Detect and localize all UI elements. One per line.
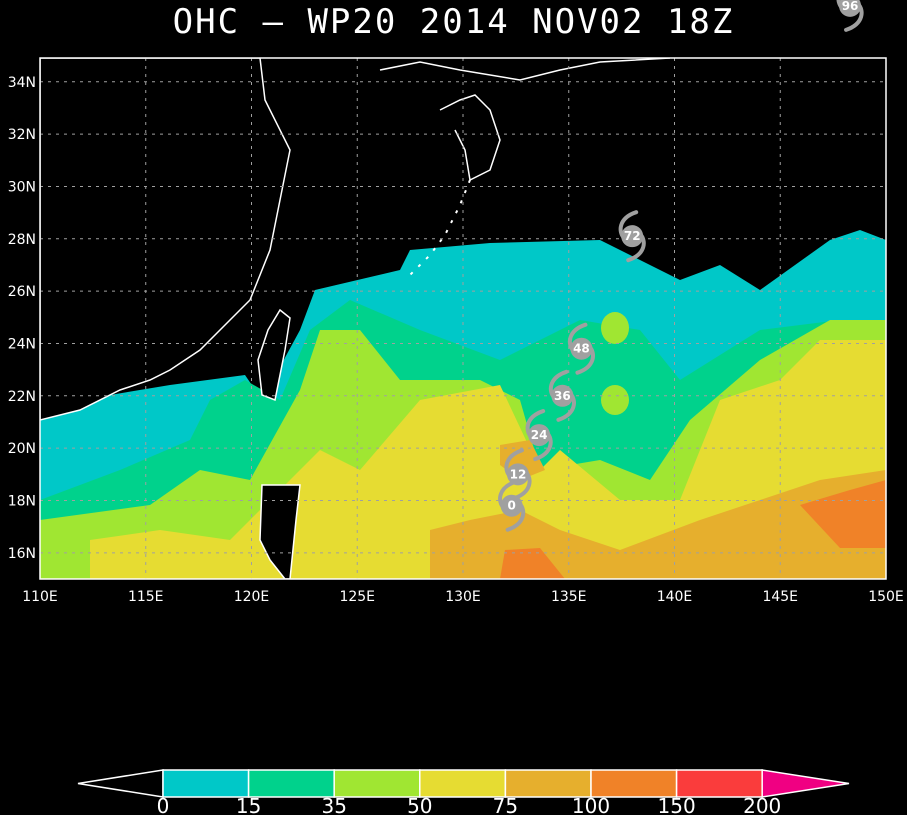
tropical-cyclone-icon: 96 [836,0,864,32]
colorbar-label: 75 [493,794,518,815]
colorbar-label: 200 [743,794,781,815]
colorbar-label: 100 [572,794,610,815]
taiwan-island [257,308,291,402]
colorbar: 0 15 35 50 75 100 150 200 [77,769,850,815]
ohc-region-100-150 [500,548,565,579]
lon-tick-label: 120E [234,589,270,605]
colorbar-label: 0 [157,794,170,815]
lon-tick-label: 125E [339,589,375,605]
ohc-region-100-150 [800,480,886,548]
lat-tick-label: 24N [8,336,36,352]
lat-tick-label: 22N [8,389,36,405]
tropical-cyclone-icon: 48 [567,322,596,375]
colorbar-high-arrow [761,769,850,798]
lon-tick-label: 110E [22,589,58,605]
lat-tick-label: 34N [8,75,36,91]
lat-tick-label: 20N [8,441,36,457]
tropical-cyclone-icon: 0 [498,479,526,532]
colorbar-label: 150 [658,794,696,815]
forecast-hour-label: 96 [842,0,859,13]
ohc-region-35-50 [601,385,629,415]
lat-tick-label: 16N [8,546,36,562]
colorbar-label: 35 [321,794,346,815]
colorbar-swatch [333,769,421,798]
forecast-hour-label: 36 [554,389,571,403]
tropical-cyclone-icon: 72 [618,210,646,263]
japan-coastline [379,58,671,81]
lat-tick-label: 30N [8,179,36,195]
lat-tick-label: 32N [8,127,36,143]
ohc-region-35-50 [601,312,629,344]
forecast-hour-label: 12 [510,467,527,481]
storm-track: 0 12 24 36 48 72 96 [498,0,864,532]
forecast-hour-label: 48 [573,342,590,356]
colorbar-swatch [419,769,507,798]
plot-frame [39,57,887,580]
forecast-hour-label: 24 [531,428,548,442]
axis-ticks: 110E 115E 120E 125E 130E 135E 140E 145E 150E 16N 1… [8,75,904,605]
map-title: OHC — WP20 2014 NOV02 18Z [172,2,735,42]
lon-tick-label: 135E [551,589,587,605]
lat-tick-label: 26N [8,284,36,300]
colorbar-swatch [590,769,678,798]
lon-tick-label: 150E [868,589,904,605]
lon-tick-label: 145E [762,589,798,605]
lon-tick-label: 130E [445,589,481,605]
china-landmass [40,58,291,421]
colorbar-swatch [675,769,763,798]
forecast-hour-label: 0 [507,499,515,513]
lon-tick-label: 140E [657,589,693,605]
lat-tick-label: 18N [8,493,36,509]
colorbar-label: 50 [407,794,432,815]
lat-tick-label: 28N [8,232,36,248]
colorbar-swatch [504,769,592,798]
forecast-hour-label: 72 [624,229,641,243]
grid-lines [40,58,886,579]
tropical-cyclone-icon: 12 [504,448,532,501]
tropical-cyclone-icon: 36 [548,369,576,422]
tropical-cyclone-icon: 24 [525,409,553,462]
colorbar-label: 15 [236,794,261,815]
colorbar-swatch [162,769,250,798]
japan-coastline [439,94,501,182]
lon-tick-label: 115E [128,589,164,605]
colorbar-swatch [247,769,335,798]
colorbar-low-arrow [77,769,164,798]
ohc-region-75-100 [430,470,886,579]
luzon-island [259,484,301,579]
